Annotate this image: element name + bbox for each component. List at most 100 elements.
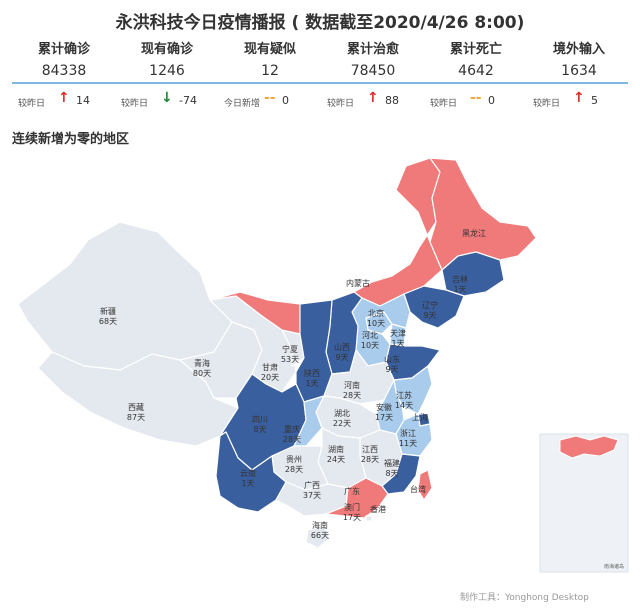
- dash-icon: --: [470, 90, 482, 106]
- province-name-label: 湖南: [328, 444, 344, 454]
- province-days-label: 1天: [241, 479, 254, 488]
- delta-label: 较昨日: [430, 99, 458, 109]
- province-name-label: 甘肃: [262, 362, 278, 372]
- province-days-label: 28天: [283, 435, 301, 444]
- province-name-label: 重庆: [284, 424, 300, 434]
- province-days-label: 22天: [333, 419, 351, 428]
- province-days-label: 10天: [361, 341, 379, 350]
- province-days-label: 37天: [303, 491, 321, 500]
- province-guangdong[interactable]: [325, 477, 389, 519]
- delta-value: 0: [488, 94, 495, 107]
- stat-value: 84338: [41, 63, 87, 79]
- province-name-label: 江苏: [396, 390, 412, 400]
- province-days-label: 10天: [367, 319, 385, 328]
- province-name-label: 青海: [194, 358, 210, 368]
- stat-label: 累计死亡: [449, 42, 502, 57]
- province-xianggang[interactable]: [365, 515, 373, 522]
- province-heilongjiang[interactable]: [429, 157, 537, 271]
- province-name-label: 广西: [304, 480, 320, 490]
- province-days-label: 68天: [99, 317, 117, 326]
- delta-current: 较昨日 ↓ -74: [115, 90, 219, 110]
- province-days-label: 20天: [261, 373, 279, 382]
- province-name-label: 吉林: [452, 274, 468, 284]
- province-days-label: 17天: [375, 413, 393, 422]
- province-days-label: 14天: [395, 401, 413, 410]
- province-days-label: 9天: [335, 353, 348, 362]
- arrow-up-icon: ↑: [573, 90, 585, 106]
- province-days-label: 11天: [399, 439, 417, 448]
- delta-value: 88: [385, 94, 399, 107]
- delta-confirmed: 较昨日 ↑ 14: [12, 90, 116, 110]
- province-name-label: 上海: [412, 412, 428, 422]
- province-name-label: 台湾: [410, 484, 426, 494]
- province-days-label: 28天: [343, 391, 361, 400]
- stat-value: 1246: [149, 63, 185, 79]
- province-days-label: 9天: [385, 365, 398, 374]
- delta-value: -74: [179, 94, 197, 107]
- province-days-label: 24天: [327, 455, 345, 464]
- province-days-label: 1天: [391, 339, 404, 348]
- province-days-label: 17天: [343, 513, 361, 522]
- province-name-label: 福建: [384, 458, 400, 468]
- province-days-label: 9天: [423, 311, 436, 320]
- province-name-label: 四川: [252, 415, 268, 424]
- delta-label: 较昨日: [18, 99, 46, 109]
- footer-credit: 制作工具：Yonghong Desktop: [460, 593, 589, 603]
- delta-label: 今日新增: [224, 99, 261, 109]
- province-name-label: 陕西: [304, 368, 320, 378]
- stat-cured: 累计治愈 78450: [321, 40, 425, 82]
- province-name-label: 云南: [240, 468, 256, 478]
- stats-divider: [12, 82, 628, 84]
- province-name-label: 内蒙古: [346, 278, 370, 288]
- province-days-label: 28天: [361, 455, 379, 464]
- delta-value: 14: [76, 94, 90, 107]
- dash-icon: --: [264, 90, 276, 106]
- stat-imported: 境外输入 1634: [527, 40, 631, 82]
- province-days-label: 53天: [281, 355, 299, 364]
- province-name-label: 河南: [344, 380, 360, 390]
- province-fujian[interactable]: [381, 453, 421, 495]
- province-days-label: 80天: [193, 369, 211, 378]
- province-days-label: 8天: [385, 469, 398, 478]
- province-name-label: 宁夏: [282, 344, 298, 354]
- province-liaoning[interactable]: [403, 285, 465, 329]
- province-name-label: 浙江: [400, 428, 416, 438]
- delta-label: 较昨日: [327, 99, 355, 109]
- china-map: 南海诸岛 新疆68天西藏87天青海80天甘肃20天宁夏53天内蒙古黑龙江吉林1天…: [17, 157, 629, 573]
- province-name-label: 香港: [370, 504, 386, 514]
- delta-label: 较昨日: [121, 99, 149, 109]
- province-taiwan[interactable]: [417, 469, 433, 501]
- delta-imported: 较昨日 ↑ 5: [527, 90, 631, 110]
- province-days-label: 28天: [285, 465, 303, 474]
- province-aomen[interactable]: [351, 517, 357, 523]
- province-name-label: 山东: [384, 354, 400, 364]
- province-name-label: 山西: [334, 342, 350, 352]
- stat-current: 现有确诊 1246: [115, 40, 219, 82]
- delta-label: 较昨日: [533, 99, 561, 109]
- delta-suspected: 今日新增 -- 0: [218, 90, 322, 110]
- province-chongqing[interactable]: [293, 395, 325, 447]
- province-name-label: 海南: [312, 520, 328, 530]
- province-xinjiang[interactable]: [17, 221, 233, 371]
- map-section-title: 连续新增为零的地区: [12, 132, 130, 147]
- inset-note: 南海诸岛: [604, 563, 624, 570]
- province-days-label: 8天: [253, 425, 266, 434]
- south-china-sea-inset: 南海诸岛: [539, 433, 629, 573]
- page-title: 永洪科技今日疫情播报 ( 数据截至2020/4/26 8:00): [115, 13, 525, 33]
- province-name-label: 西藏: [128, 402, 144, 412]
- arrow-down-icon: ↓: [161, 90, 173, 106]
- stat-confirmed: 累计确诊 84338: [12, 40, 116, 82]
- province-name-label: 河北: [362, 330, 378, 340]
- province-name-label: 广东: [344, 486, 360, 496]
- province-name-label: 湖北: [334, 409, 350, 418]
- province-name-label: 新疆: [100, 306, 116, 316]
- province-name-label: 安徽: [376, 402, 392, 412]
- stat-label: 境外输入: [552, 42, 605, 57]
- stat-value: 1634: [561, 63, 597, 79]
- province-hainan[interactable]: [305, 525, 331, 549]
- stat-value: 12: [261, 63, 279, 79]
- province-name-label: 辽宁: [422, 300, 438, 310]
- stat-label: 现有确诊: [140, 42, 193, 57]
- province-name-label: 贵州: [286, 454, 302, 464]
- delta-value: 5: [591, 94, 598, 107]
